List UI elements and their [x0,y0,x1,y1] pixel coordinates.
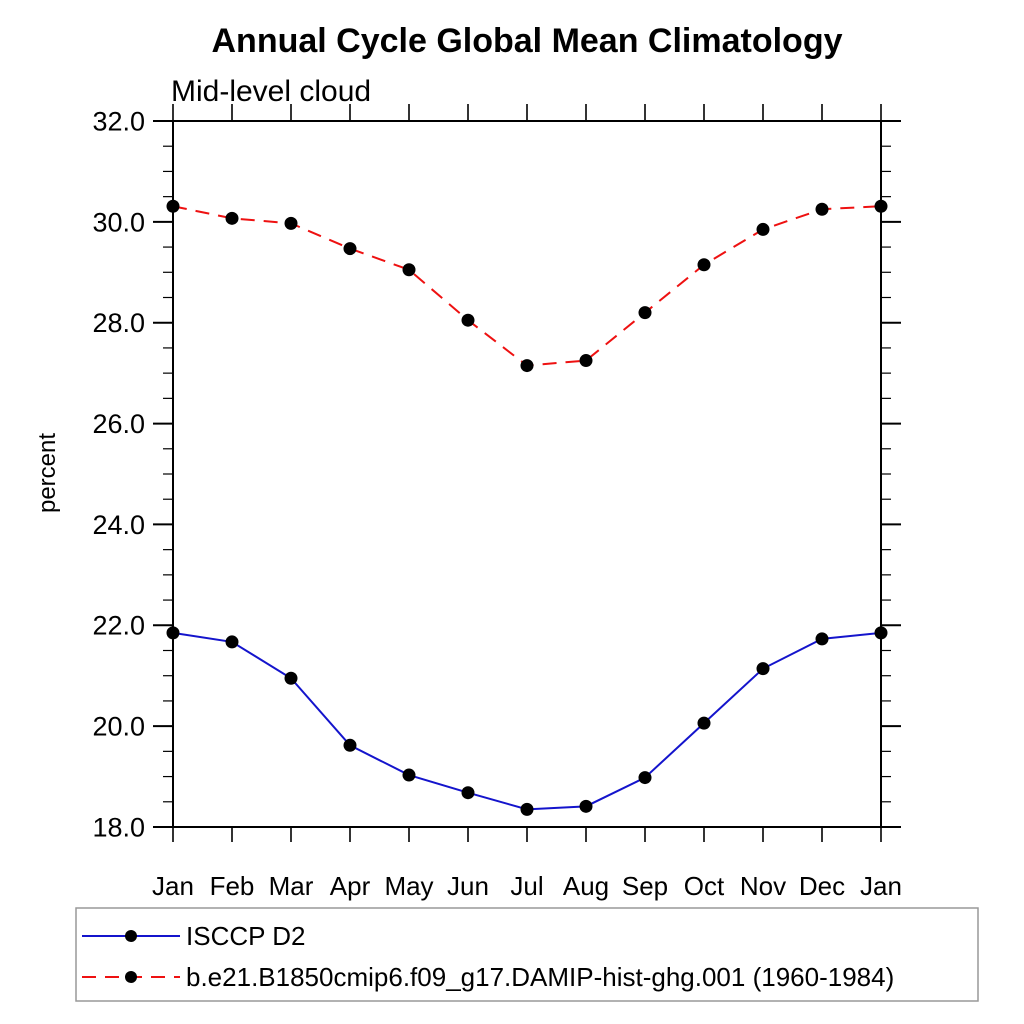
series-layer [166,199,888,816]
data-point-isccp [461,786,475,800]
x-tick-label: Jul [510,871,543,901]
data-point-model [402,263,416,277]
data-point-isccp [166,626,180,640]
data-point-model [579,354,593,368]
legend-item-isccp: ISCCP D2 [82,921,305,951]
x-tick-label: Dec [799,871,845,901]
x-tick-label: Jan [860,871,902,901]
y-tick-label: 30.0 [92,207,145,237]
y-tick-label: 20.0 [92,712,145,742]
data-point-model [697,258,711,272]
legend-marker-dot-icon [125,930,137,942]
x-tick-label: Oct [684,871,725,901]
x-tick-label: Nov [740,871,786,901]
data-point-isccp [402,768,416,782]
y-tick-label: 26.0 [92,409,145,439]
chart-title: Annual Cycle Global Mean Climatology [212,22,843,60]
x-tick-label: Apr [330,871,371,901]
data-point-model [284,216,298,230]
x-tick-label: Jun [447,871,489,901]
data-point-isccp [343,738,357,752]
y-axis-label: percent [34,433,61,513]
y-tick-label: 28.0 [92,308,145,338]
series-line-model [172,205,882,367]
legend-marker-dot-icon [125,971,137,983]
plot-frame [172,120,882,828]
y-tick-label: 24.0 [92,510,145,540]
data-point-model [874,199,888,213]
data-point-isccp [697,716,711,730]
legend-border [75,907,979,1002]
legend-item-model: b.e21.B1850cmip6.f09_g17.DAMIP-hist-ghg.… [82,962,894,992]
legend-label-model: b.e21.B1850cmip6.f09_g17.DAMIP-hist-ghg.… [186,962,894,992]
axes-layer: 18.0 20.0 22.0 24.0 26.0 28.0 30.0 32.0 Jan Feb Ma… [92,104,902,901]
data-point-isccp [284,671,298,685]
x-tick-label: Jan [152,871,194,901]
x-tick-label: Feb [210,871,255,901]
data-point-model [166,199,180,213]
data-point-model [343,242,357,256]
chart-subtitle: Mid-level cloud [171,75,371,108]
data-point-isccp [874,626,888,640]
series-line-isccp [172,631,882,811]
data-point-model [461,313,475,327]
legend-label-isccp: ISCCP D2 [186,921,305,951]
y-tick-label: 18.0 [92,812,145,842]
x-tick-label: Aug [563,871,609,901]
data-point-isccp [815,632,829,646]
y-tick-label: 32.0 [92,106,145,136]
y-tick-label: 22.0 [92,611,145,641]
data-point-isccp [579,799,593,813]
x-tick-label: Mar [269,871,314,901]
data-point-isccp [225,635,239,649]
data-point-model [638,306,652,320]
data-point-isccp [520,802,534,816]
legend-box: ISCCP D2 b.e21.B1850cmip6.f09_g17.DAMIP-… [75,907,979,1002]
data-point-model [520,359,534,373]
data-point-isccp [756,662,770,676]
x-tick-label: Sep [622,871,668,901]
data-point-model [815,202,829,216]
x-tick-label: May [384,871,433,901]
data-point-model [225,211,239,225]
data-point-isccp [638,771,652,785]
data-point-model [756,222,770,236]
